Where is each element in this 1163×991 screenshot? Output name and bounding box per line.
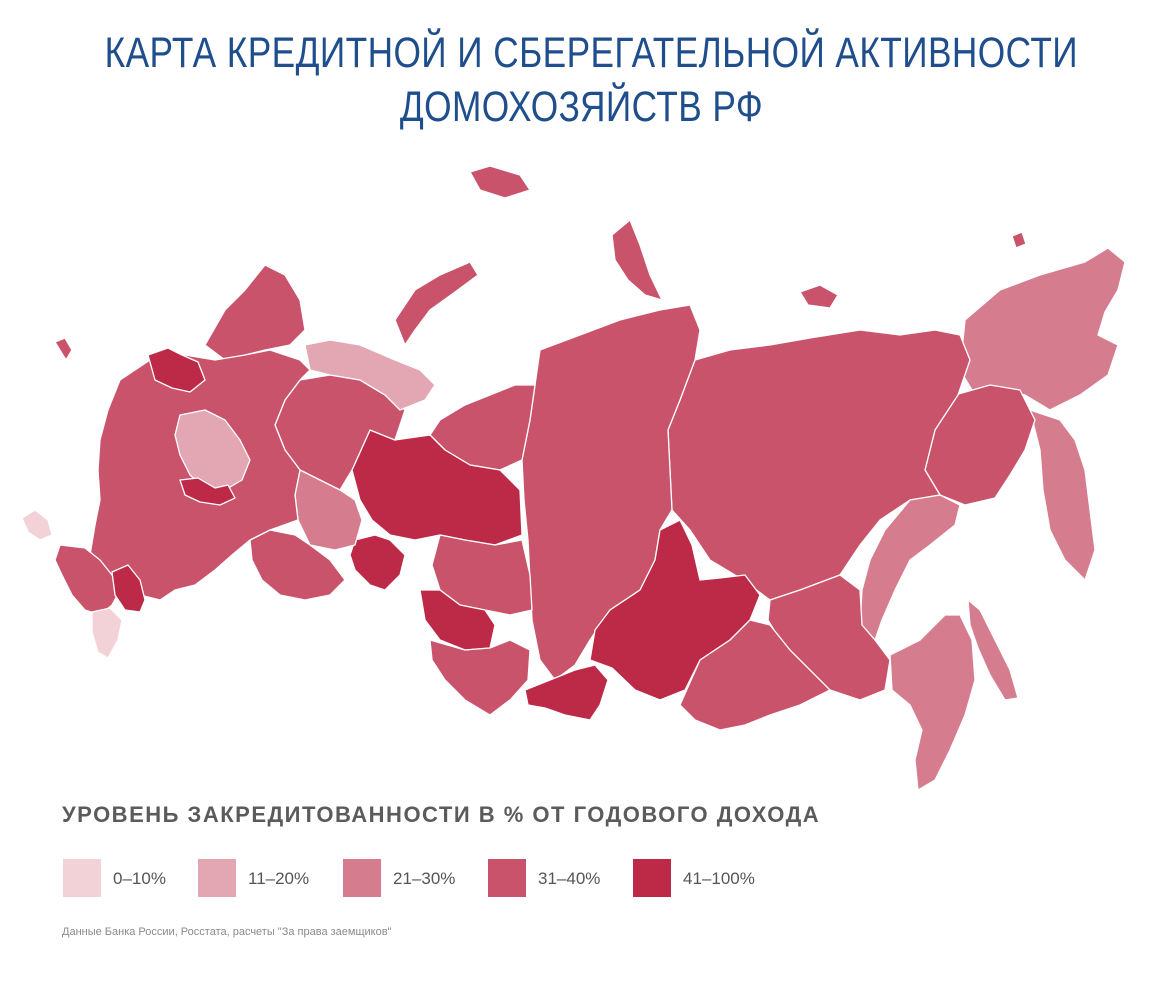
- region-irkutsk[interactable]: [589, 519, 761, 701]
- region-murmansk-karelia[interactable]: [204, 264, 306, 361]
- region-kamchatka[interactable]: [1029, 409, 1096, 581]
- region-chelyabinsk[interactable]: [249, 529, 346, 601]
- legend-label-3: 31–40%: [538, 869, 601, 888]
- region-altai[interactable]: [429, 639, 531, 716]
- legend-title: УРОВЕНЬ ЗАКРЕДИТОВАННОСТИ В % ОТ ГОДОВОГ…: [62, 802, 821, 827]
- source-note: Данные Банка России, Росстата, расчеты "…: [62, 926, 392, 938]
- map-title: КАРТА КРЕДИТНОЙ И СБЕРЕГАТЕЛЬНОЙ АКТИВНО…: [104, 26, 1079, 134]
- region-crimea[interactable]: [21, 509, 53, 541]
- region-moscow-area[interactable]: [179, 477, 236, 506]
- region-tyva[interactable]: [524, 664, 609, 721]
- region-arkhangelsk[interactable]: [304, 339, 436, 411]
- region-central-light[interactable]: [174, 409, 251, 491]
- legend-swatch-2: [343, 859, 381, 897]
- region-khabarovsk[interactable]: [859, 494, 961, 641]
- region-tyumen[interactable]: [349, 534, 406, 591]
- legend-label-2: 21–30%: [393, 869, 456, 888]
- region-leningrad-area[interactable]: [147, 347, 206, 393]
- russia-regions-map: [21, 165, 1126, 791]
- region-kaliningrad[interactable]: [54, 337, 73, 361]
- region-chechnya-dagestan[interactable]: [111, 564, 146, 613]
- region-novaya-zemlya[interactable]: [394, 261, 479, 346]
- region-northern-islands[interactable]: [469, 165, 1027, 309]
- legend-label-4: 41–100%: [683, 869, 755, 888]
- region-zabaykalye[interactable]: [679, 619, 831, 731]
- legend-swatch-1: [198, 859, 236, 897]
- region-primorye[interactable]: [889, 614, 976, 791]
- legend-swatch-4: [633, 859, 671, 897]
- legend-label-1: 11–20%: [248, 869, 310, 888]
- region-far-east-north[interactable]: [959, 247, 1126, 411]
- region-south-light[interactable]: [91, 607, 123, 659]
- title-line-2: ДОМОХОЗЯЙСТВ РФ: [399, 83, 764, 131]
- region-taymyr-islands[interactable]: [611, 219, 663, 301]
- legend-label-0: 0–10%: [113, 869, 166, 888]
- title-line-1: КАРТА КРЕДИТНОЙ И СБЕРЕГАТЕЛЬНОЙ АКТИВНО…: [104, 29, 1079, 77]
- region-novosibirsk[interactable]: [419, 589, 496, 651]
- legend-swatch-3: [488, 859, 526, 897]
- region-tomsk[interactable]: [431, 534, 533, 616]
- region-sakhalin[interactable]: [967, 599, 1019, 701]
- region-sakha-yakutia[interactable]: [667, 329, 971, 601]
- legend-swatch-0: [63, 859, 101, 897]
